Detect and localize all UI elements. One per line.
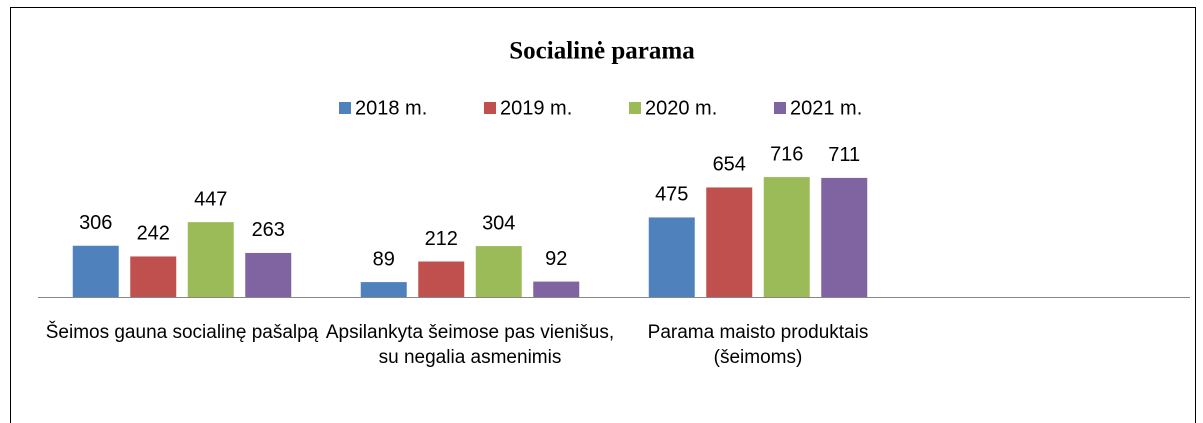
data-label: 447 bbox=[194, 188, 227, 210]
data-label: 92 bbox=[545, 248, 567, 270]
legend-label: 2019 m. bbox=[500, 97, 572, 119]
data-label: 711 bbox=[828, 144, 860, 166]
data-label: 89 bbox=[373, 248, 395, 270]
legend-swatch bbox=[484, 102, 496, 114]
bar bbox=[648, 217, 695, 297]
bar bbox=[72, 245, 119, 297]
bar bbox=[360, 282, 407, 297]
chart-frame bbox=[10, 7, 1196, 423]
bar bbox=[533, 281, 580, 297]
bar bbox=[706, 187, 753, 297]
data-label: 475 bbox=[655, 184, 688, 206]
bar bbox=[475, 246, 522, 297]
bar bbox=[187, 222, 234, 297]
data-label: 304 bbox=[482, 212, 515, 234]
data-label: 306 bbox=[79, 212, 112, 234]
data-label: 654 bbox=[713, 154, 746, 176]
x-tick-label: Šeimos gauna socialinę pašalpą bbox=[45, 322, 319, 343]
x-tick-label: Apsilankyta šeimose pas vienišus, su neg… bbox=[325, 322, 615, 368]
bar bbox=[821, 177, 868, 297]
data-label: 242 bbox=[137, 223, 170, 245]
legend-swatch bbox=[629, 102, 641, 114]
legend-label: 2020 m. bbox=[645, 97, 717, 119]
legend-swatch bbox=[339, 102, 351, 114]
legend-swatch bbox=[774, 102, 786, 114]
legend-label: 2021 m. bbox=[790, 97, 862, 119]
bar bbox=[763, 177, 810, 297]
data-label: 263 bbox=[252, 219, 285, 241]
bar bbox=[130, 256, 177, 297]
data-label: 716 bbox=[770, 143, 803, 165]
bar bbox=[418, 261, 465, 297]
bar bbox=[245, 252, 292, 297]
x-tick-label: Parama maisto produktais (šeimoms) bbox=[647, 322, 869, 368]
legend-label: 2018 m. bbox=[355, 97, 427, 119]
chart-title: Socialinė parama bbox=[509, 38, 695, 65]
data-label: 212 bbox=[425, 228, 458, 250]
